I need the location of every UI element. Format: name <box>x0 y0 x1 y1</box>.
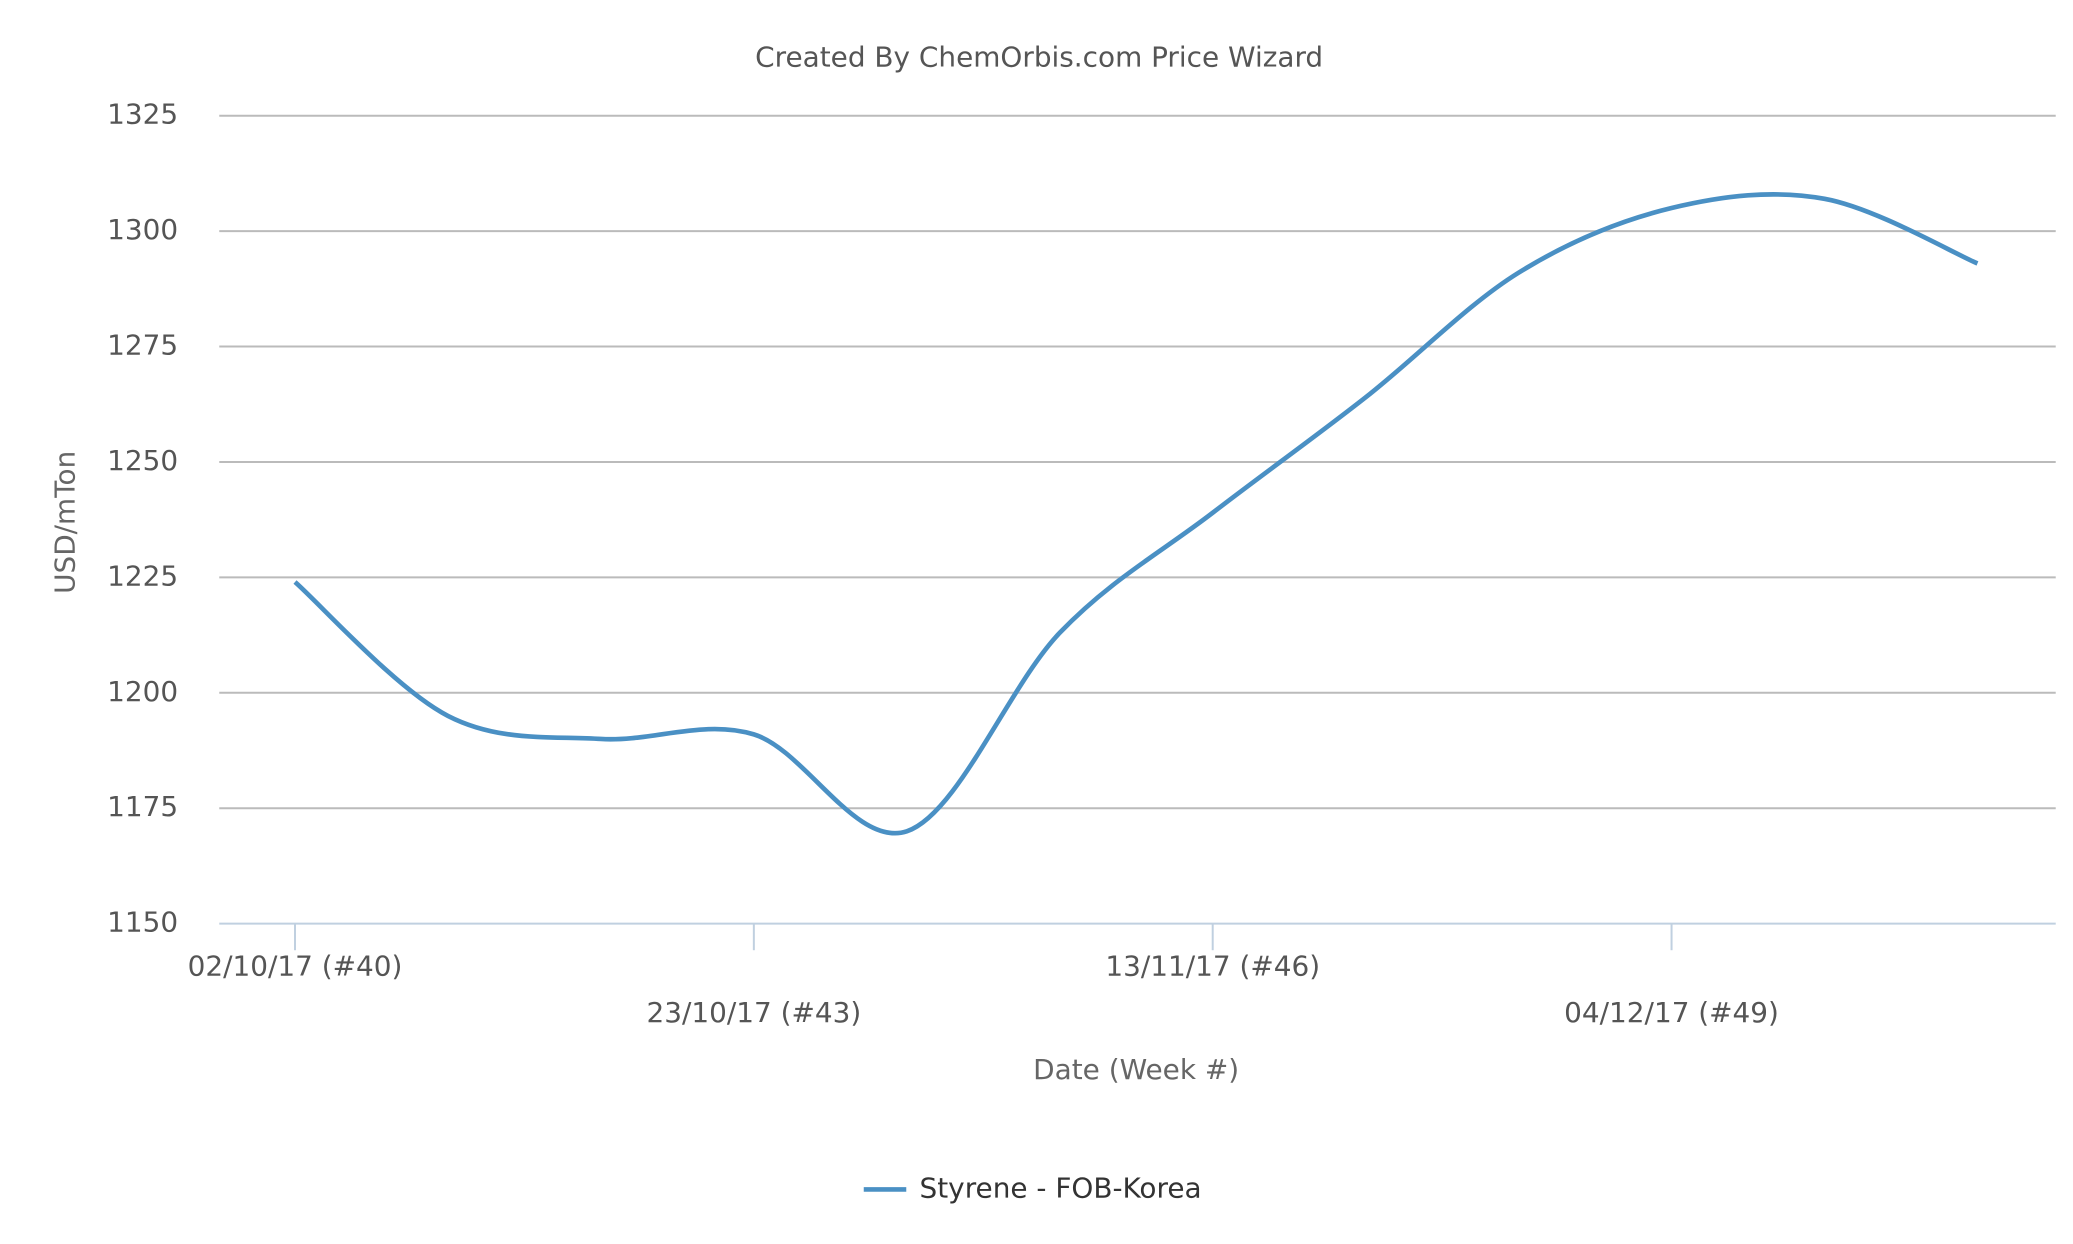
y-tick-label: 1150 <box>107 906 178 939</box>
y-tick-label: 1275 <box>107 329 178 362</box>
y-tick-label: 1300 <box>107 213 178 246</box>
x-tick-label: 13/11/17 (#46) <box>1105 950 1320 983</box>
y-axis-label: USD/mTon <box>48 451 81 594</box>
y-tick-label: 1225 <box>107 559 178 592</box>
x-tick-label: 04/12/17 (#49) <box>1564 996 1779 1029</box>
y-tick-label: 1200 <box>107 675 178 708</box>
x-axis-label: Date (Week #) <box>1033 1053 1239 1086</box>
y-tick-label: 1175 <box>107 790 178 823</box>
x-tick-label: 23/10/17 (#43) <box>646 996 861 1029</box>
y-tick-label: 1250 <box>107 444 178 477</box>
chart-title: Created By ChemOrbis.com Price Wizard <box>755 41 1323 74</box>
y-tick-label: 1325 <box>107 98 178 131</box>
series-line <box>293 192 1979 836</box>
x-tick-label: 02/10/17 (#40) <box>188 950 403 983</box>
legend-label: Styrene - FOB-Korea <box>920 1171 1202 1204</box>
